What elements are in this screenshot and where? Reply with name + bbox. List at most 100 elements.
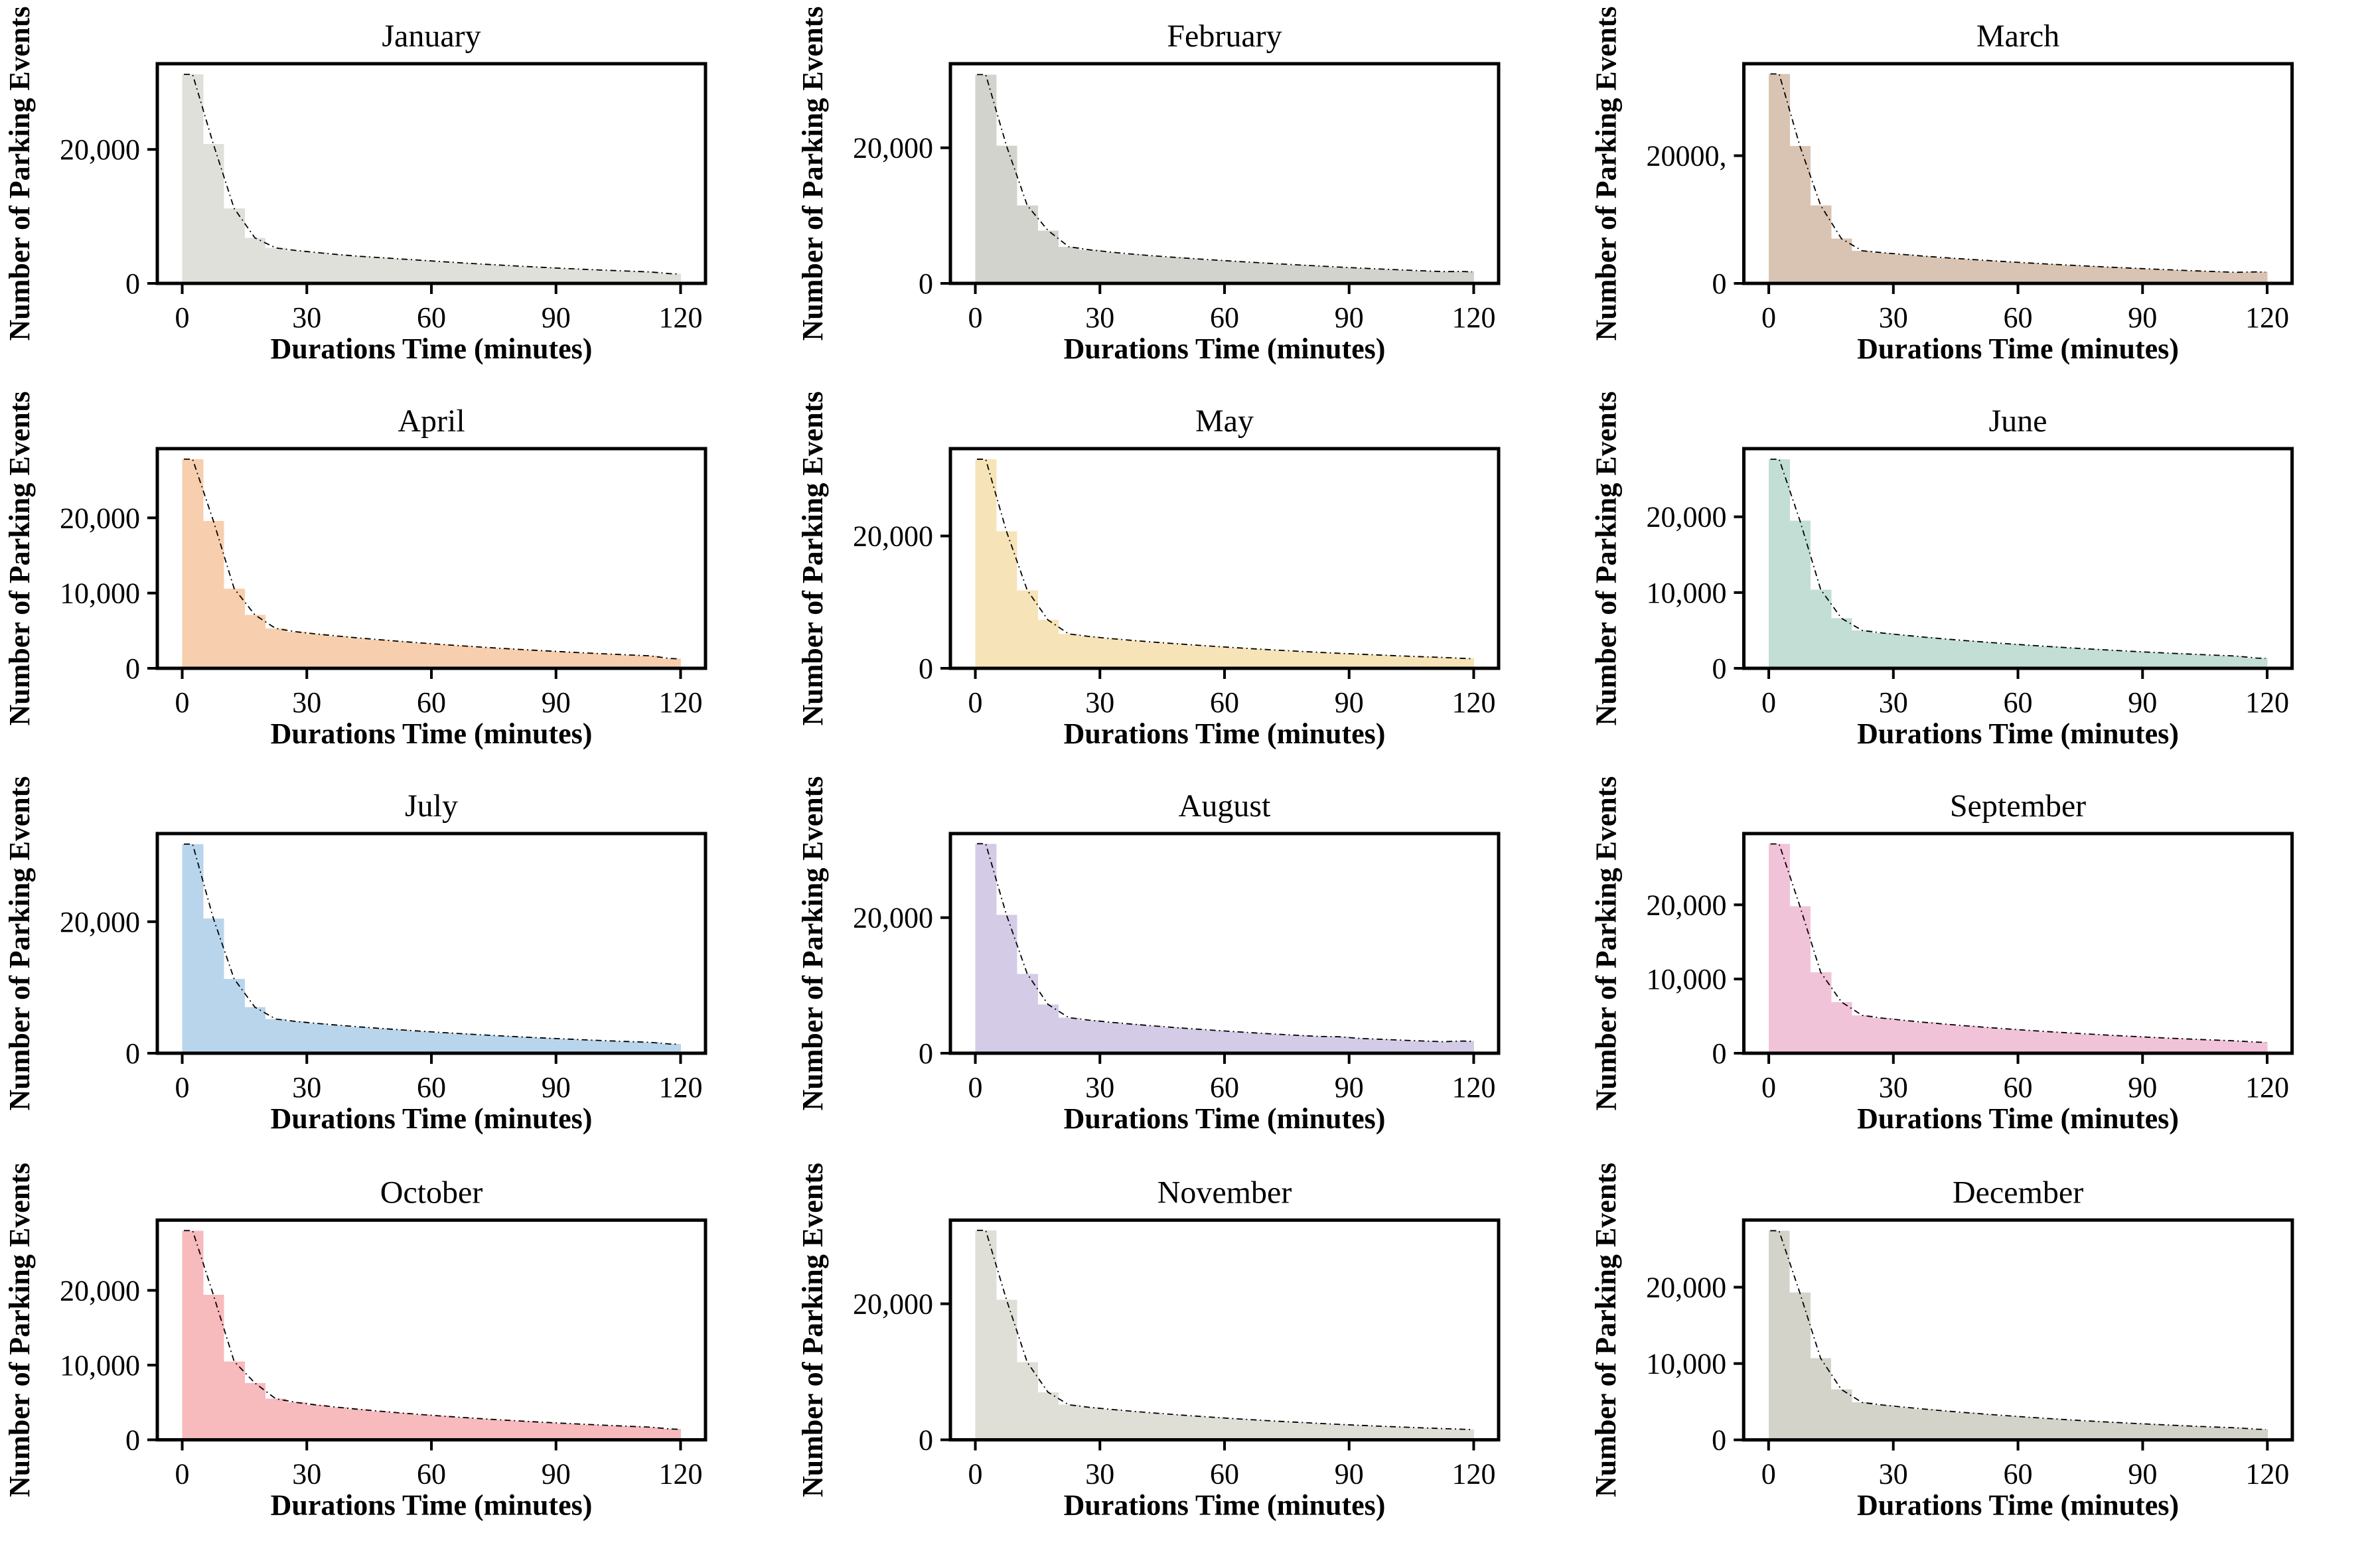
histogram-bar: [2018, 1417, 2040, 1440]
x-tick-label: 90: [542, 1458, 571, 1491]
histogram-bar: [265, 628, 287, 668]
x-tick-label: 90: [2128, 1458, 2157, 1491]
histogram-bar: [556, 1039, 577, 1053]
histogram-bar: [1203, 1030, 1225, 1053]
x-tick-label: 90: [1335, 686, 1364, 719]
histogram-bar: [1328, 267, 1350, 283]
x-tick-label: 0: [968, 1071, 983, 1104]
histogram-bar: [2246, 658, 2268, 668]
histogram-bar: [1141, 1025, 1163, 1054]
x-tick-label: 120: [1451, 301, 1495, 334]
x-tick-label: 120: [2245, 301, 2289, 334]
histogram-bar: [390, 641, 411, 668]
histogram-bar: [369, 257, 390, 283]
histogram-bar: [1266, 1034, 1288, 1053]
y-tick-label: 20,000: [853, 902, 933, 934]
histogram-bar: [452, 1417, 474, 1440]
y-axis-label: Number of Parking Events: [3, 1163, 36, 1497]
histogram-bar: [1893, 1020, 1915, 1053]
month-chart: 20,000 10,000 0 0 30 60 90 120 April Number of Pa…: [3, 392, 707, 750]
histogram-bar: [1203, 259, 1225, 283]
x-tick-label: 90: [542, 686, 571, 719]
y-tick-label: 20,000: [60, 906, 140, 938]
x-axis-label: Durations Time (minutes): [271, 332, 593, 365]
histogram-bar: [2121, 651, 2143, 668]
density-curve: [977, 843, 1472, 1043]
histogram-bar: [1997, 644, 2018, 668]
histogram-bar: [390, 1029, 411, 1053]
histogram-bar: [660, 658, 681, 668]
histogram-bar: [2080, 1034, 2102, 1053]
histogram-bar: [1955, 1412, 1977, 1440]
histogram-bars: [975, 74, 1474, 283]
histogram-bar: [1017, 974, 1038, 1053]
histogram-bar: [2247, 1429, 2268, 1440]
y-tick-label: 20000,: [1647, 140, 1727, 173]
histogram-bar: [1286, 1422, 1308, 1440]
x-tick-label: 0: [1761, 1458, 1776, 1491]
histogram-bar: [1370, 1039, 1391, 1053]
histogram-bar: [638, 271, 660, 283]
histogram-bar: [2018, 263, 2040, 283]
y-tick-label: 20,000: [60, 1274, 140, 1307]
chart-title: July: [405, 788, 458, 824]
y-tick-label: 0: [125, 652, 140, 685]
histogram-bar: [2018, 1030, 2040, 1053]
histogram-bar: [1872, 252, 1894, 283]
histogram-bar: [618, 271, 640, 283]
histogram-bar: [2059, 265, 2081, 283]
histogram-bar: [577, 652, 598, 668]
histogram-bar: [2142, 652, 2164, 668]
histogram-bar: [348, 256, 370, 283]
histogram-bar: [1411, 1041, 1433, 1053]
x-axis-label: Durations Time (minutes): [1857, 1489, 2179, 1522]
x-axis-label: Durations Time (minutes): [1857, 717, 2179, 750]
histogram-bar: [2163, 1425, 2185, 1440]
histogram-bar: [307, 634, 329, 668]
x-axis-label: Durations Time (minutes): [271, 717, 593, 750]
subplot-cell: 20,000 0 0 30 60 90 120 November Number of Parki…: [793, 1155, 1586, 1543]
density-curve: [1770, 459, 2266, 659]
histogram-bar: [1225, 1031, 1246, 1053]
histogram-bar: [1913, 1409, 1935, 1440]
histogram-bar: [1307, 1036, 1329, 1053]
histogram-bar: [244, 1382, 266, 1440]
subplot-cell: 20,000 0 0 30 60 90 120 August Number of Parking…: [793, 770, 1586, 1155]
histogram-bar: [2101, 1035, 2122, 1053]
histogram-bar: [2163, 269, 2185, 283]
subplot-cell: 20,000 10,000 0 0 30 60 90 120 June Number of Par…: [1586, 385, 2380, 770]
histogram-bar: [1914, 256, 1935, 283]
x-tick-label: 90: [1335, 1071, 1364, 1104]
x-tick-label: 90: [1335, 1458, 1364, 1491]
histogram-bars: [975, 1230, 1474, 1440]
y-tick-label: 10,000: [60, 1349, 140, 1382]
y-tick-label: 0: [125, 267, 140, 300]
histogram-bar: [996, 1299, 1017, 1440]
month-chart: 20,000 0 0 30 60 90 120 November Number of Parki…: [796, 1163, 1501, 1522]
histogram-bars: [182, 74, 681, 284]
density-curve: [977, 459, 1472, 660]
histogram-bar: [2080, 1421, 2102, 1440]
y-tick-label: 20,000: [853, 520, 933, 553]
x-tick-label: 120: [658, 686, 702, 719]
histogram-bar: [1955, 1025, 1977, 1053]
density-curve: [184, 843, 679, 1045]
histogram-bar: [327, 254, 349, 283]
histogram-bar: [1411, 271, 1433, 283]
y-tick-label: 20,000: [1647, 501, 1727, 534]
histogram-bar: [2225, 1428, 2247, 1440]
histogram-bar: [1245, 262, 1267, 283]
histogram-bar: [2059, 1033, 2081, 1053]
histogram-bar: [1017, 205, 1038, 283]
histogram-bar: [473, 1035, 494, 1053]
x-tick-label: 30: [292, 686, 321, 719]
histogram-bar: [1100, 638, 1122, 668]
histogram-bar: [202, 144, 224, 283]
histogram-bar: [1852, 1402, 1873, 1440]
histogram-bar: [2121, 268, 2143, 283]
month-chart: 20,000 0 0 30 60 90 120 May Number of Parking Ev…: [796, 392, 1501, 750]
histogram-bar: [1328, 1424, 1350, 1440]
histogram-bars: [1768, 1230, 2268, 1440]
histogram-bar: [1245, 1033, 1267, 1053]
histogram-bar: [1037, 620, 1059, 668]
